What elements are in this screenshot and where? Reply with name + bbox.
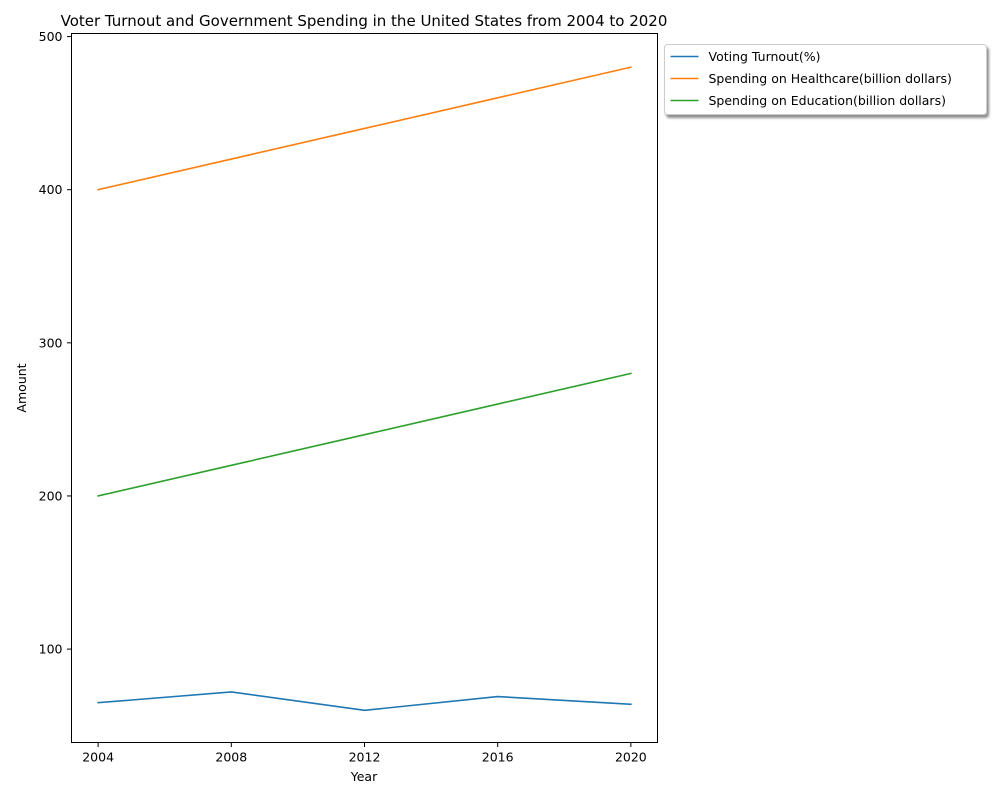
y-tick-label: 500 bbox=[39, 29, 63, 44]
x-axis-label: Year bbox=[350, 769, 378, 784]
y-axis-label: Amount bbox=[14, 363, 29, 412]
x-tick-label: 2008 bbox=[215, 750, 247, 765]
x-tick-label: 2020 bbox=[615, 750, 647, 765]
y-axis: 100 200 300 400 500 bbox=[39, 29, 72, 657]
x-tick-label: 2012 bbox=[349, 750, 381, 765]
series-layer bbox=[97, 66, 632, 712]
legend-label-1: Spending on Healthcare(billion dollars) bbox=[709, 71, 952, 86]
legend-label-2: Spending on Education(billion dollars) bbox=[709, 93, 946, 108]
x-tick-label: 2016 bbox=[482, 750, 514, 765]
y-tick-label: 100 bbox=[39, 642, 63, 657]
x-axis: 2004 2008 2012 2016 2020 bbox=[82, 742, 647, 765]
y-tick-label: 400 bbox=[39, 182, 63, 197]
legend-label-0: Voting Turnout(%) bbox=[709, 49, 821, 64]
y-tick-label: 300 bbox=[39, 335, 63, 350]
series-line-0 bbox=[97, 691, 632, 712]
y-tick-label: 200 bbox=[39, 488, 63, 503]
x-tick-label: 2004 bbox=[82, 750, 114, 765]
series-line-2 bbox=[97, 372, 632, 497]
chart-title: Voter Turnout and Government Spending in… bbox=[61, 12, 668, 30]
legend: Voting Turnout(%) Spending on Healthcare(… bbox=[664, 44, 987, 115]
legend-box bbox=[664, 44, 987, 115]
series-line-1 bbox=[97, 66, 632, 191]
